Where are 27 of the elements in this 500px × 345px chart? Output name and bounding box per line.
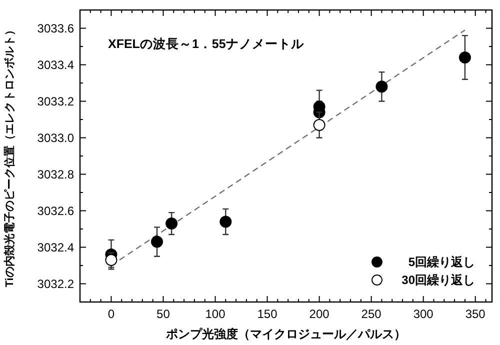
y-tick-label: 3033.6	[37, 21, 74, 36]
y-tick-label: 3032.8	[37, 167, 74, 182]
point	[376, 80, 388, 93]
x-tick-label: 200	[309, 307, 330, 321]
point	[166, 218, 178, 230]
y-tick-label: 3033.4	[37, 58, 74, 72]
y-tick-label: 3033.2	[37, 94, 74, 108]
x-axis-title: ポンプ光強度（マイクロジュール／パルス）	[165, 327, 406, 341]
y-tick-label: 3032.4	[37, 240, 74, 254]
point	[220, 216, 232, 228]
x-tick-label: 300	[413, 307, 434, 321]
x-tick-label: 350	[465, 307, 486, 321]
legend-label: 5回繰り返し	[408, 255, 475, 269]
x-tick-label: 150	[257, 307, 278, 321]
y-tick-label: 3033.0	[37, 130, 74, 145]
legend-label: 30回繰り返し	[402, 273, 475, 287]
x-tick-label: 100	[205, 307, 226, 321]
y-axis-title: Tiの内殻光電子のピーク位置（エレクトロンボルト）	[3, 24, 16, 288]
annotation: XFELの波長～1．55ナノメートル	[108, 37, 305, 51]
x-tick-label: 50	[156, 307, 170, 321]
x-tick-label: 250	[361, 307, 382, 321]
y-tick-label: 3032.2	[37, 276, 74, 291]
point	[313, 118, 326, 131]
y-tick-label: 3032.6	[37, 204, 74, 218]
x-tick-label: 0	[108, 307, 115, 321]
point	[150, 236, 163, 248]
point	[458, 51, 471, 64]
